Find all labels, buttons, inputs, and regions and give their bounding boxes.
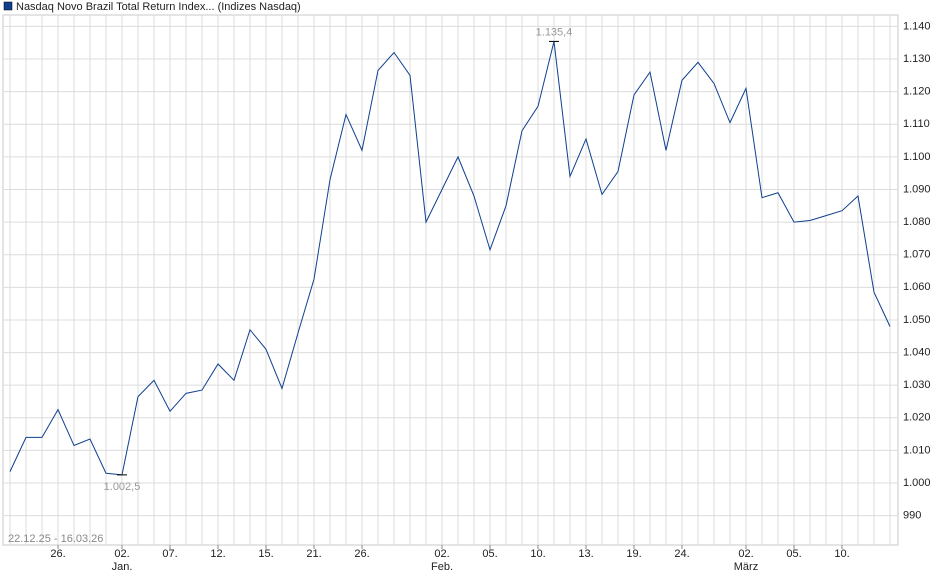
y-tick-label: 1.080 (903, 216, 931, 228)
y-tick-label: 1.000 (903, 477, 931, 489)
x-tick-label: 05. (482, 548, 497, 560)
x-tick-label: 02. (738, 548, 753, 560)
y-tick-label: 1.110 (903, 118, 930, 130)
value-label: 1.002,5 (104, 481, 141, 493)
x-tick-label: 05. (786, 548, 801, 560)
y-tick-label: 1.140 (903, 20, 931, 32)
y-tick-label: 1.020 (903, 412, 931, 424)
y-tick-label: 990 (903, 510, 921, 522)
x-tick-label: 21. (306, 548, 321, 560)
y-tick-label: 1.030 (903, 379, 931, 391)
x-tick-label: 12. (210, 548, 225, 560)
x-tick-label: 02. (434, 548, 449, 560)
x-tick-label: 13. (578, 548, 593, 560)
month-label: Feb. (431, 561, 453, 573)
series-line (9, 41, 891, 476)
y-tick-label: 1.050 (903, 314, 931, 326)
x-tick-label: 26. (354, 548, 369, 560)
y-tick-label: 1.120 (903, 86, 931, 98)
x-tick-label: 24. (674, 548, 689, 560)
y-tick-label: 1.090 (903, 183, 931, 195)
y-tick-label: 1.070 (903, 249, 931, 261)
x-tick-label: 10. (530, 548, 545, 560)
y-tick-label: 1.040 (903, 346, 931, 358)
y-tick-label: 1.060 (903, 281, 931, 293)
y-tick-label: 1.010 (903, 444, 931, 456)
y-tick-label: 1.100 (903, 151, 931, 163)
x-tick-label: 10. (834, 548, 849, 560)
month-label: Jan. (112, 561, 133, 573)
legend-swatch (3, 1, 13, 11)
value-label: 1.135,4 (536, 26, 573, 38)
plot-area (2, 14, 899, 546)
y-tick-label: 1.130 (903, 53, 931, 65)
x-tick-label: 02. (114, 548, 129, 560)
x-tick-label: 07. (162, 548, 177, 560)
x-tick-label: 15. (258, 548, 273, 560)
month-label: März (734, 561, 758, 573)
date-range: 22.12.25 - 16.03.26 (8, 533, 103, 545)
x-tick-label: 26. (50, 548, 65, 560)
x-tick-label: 19. (626, 548, 641, 560)
chart-title: Nasdaq Novo Brazil Total Return Index...… (16, 1, 301, 13)
